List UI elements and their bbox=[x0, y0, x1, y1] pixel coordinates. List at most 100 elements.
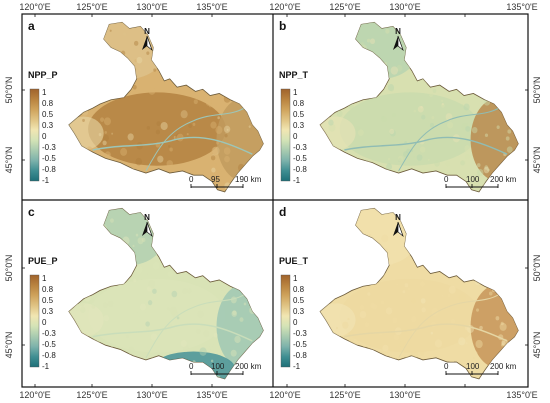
map-speckle bbox=[132, 244, 135, 248]
map-speckle bbox=[364, 322, 370, 328]
map-speckle bbox=[149, 22, 153, 24]
map-speckle bbox=[436, 29, 444, 37]
map-speckle bbox=[238, 213, 241, 217]
map-speckle bbox=[398, 158, 402, 162]
map-speckle bbox=[328, 184, 335, 191]
map-speckle bbox=[449, 224, 454, 229]
map-speckle bbox=[102, 36, 109, 44]
colorbar-label: -1 bbox=[293, 176, 301, 185]
map-speckle bbox=[345, 352, 353, 361]
river-line bbox=[145, 294, 245, 359]
map-speckle bbox=[244, 254, 249, 259]
map-speckle bbox=[236, 210, 242, 216]
map-speckle bbox=[233, 78, 238, 83]
map-speckle bbox=[214, 163, 218, 166]
map-speckle bbox=[224, 155, 230, 163]
colorbar-label: 0.3 bbox=[42, 121, 54, 130]
map-speckle bbox=[234, 335, 241, 344]
map-speckle bbox=[320, 53, 321, 60]
map-speckle bbox=[147, 185, 156, 192]
map-speckle bbox=[420, 105, 423, 109]
map-speckle bbox=[492, 187, 496, 192]
map-speckle bbox=[198, 190, 205, 192]
map-speckle bbox=[516, 85, 519, 93]
map-speckle bbox=[186, 261, 192, 267]
river-line bbox=[344, 323, 508, 342]
map-speckle bbox=[225, 89, 232, 96]
map-speckle bbox=[202, 66, 210, 75]
map-speckle bbox=[190, 22, 195, 27]
variable-name: PUE_P bbox=[28, 256, 58, 266]
map-speckle bbox=[366, 71, 374, 80]
map-speckle bbox=[472, 350, 478, 357]
map-speckle bbox=[489, 291, 493, 296]
north-arrow-right bbox=[397, 221, 404, 238]
map-speckle bbox=[76, 104, 82, 111]
map-speckle bbox=[127, 346, 135, 355]
map-speckle bbox=[139, 303, 146, 311]
lon-tick-label: 135°0'E bbox=[506, 2, 537, 12]
region-center bbox=[88, 92, 226, 166]
map-speckle bbox=[104, 151, 111, 159]
map-speckle bbox=[233, 56, 238, 61]
map-speckle bbox=[75, 209, 84, 219]
map-speckle bbox=[111, 132, 114, 135]
map-speckle bbox=[123, 32, 127, 36]
north-arrow-right bbox=[146, 35, 153, 52]
map-speckle bbox=[484, 61, 490, 68]
map-speckle bbox=[175, 257, 183, 265]
map-speckle bbox=[91, 304, 96, 309]
map-speckle bbox=[73, 97, 79, 103]
lat-tick-label: 45°0'N bbox=[4, 332, 14, 359]
map-speckle bbox=[224, 133, 228, 138]
map-speckle bbox=[81, 266, 85, 270]
map-speckle bbox=[363, 268, 367, 273]
map-speckle bbox=[136, 56, 143, 64]
map-speckle bbox=[464, 153, 471, 160]
map-speckle bbox=[243, 302, 247, 306]
panel-letter: c bbox=[28, 205, 35, 219]
map-speckle bbox=[460, 211, 464, 215]
north-arrow-icon: N bbox=[142, 213, 153, 238]
map-speckle bbox=[148, 280, 156, 289]
map-speckle bbox=[328, 119, 334, 126]
map-speckle bbox=[119, 260, 125, 267]
colorbar-label: 1 bbox=[293, 274, 298, 283]
map-speckle bbox=[336, 110, 343, 117]
map-speckle bbox=[119, 358, 123, 361]
map-speckle bbox=[347, 255, 354, 263]
map-speckle bbox=[69, 78, 72, 82]
colorbar-label: -0.3 bbox=[293, 329, 307, 338]
map-speckle bbox=[320, 303, 321, 309]
map-speckle bbox=[198, 32, 205, 39]
map-speckle bbox=[332, 299, 337, 305]
map-speckle bbox=[72, 107, 76, 112]
map-speckle bbox=[210, 227, 213, 231]
map-speckle bbox=[125, 334, 129, 339]
map-speckle bbox=[265, 93, 269, 98]
map-speckle bbox=[322, 333, 326, 337]
map-speckle bbox=[361, 236, 368, 244]
map-speckle bbox=[146, 125, 150, 130]
colorbar-label: -0.3 bbox=[42, 329, 56, 338]
colorbar-label: 1 bbox=[42, 88, 47, 97]
map-speckle bbox=[196, 253, 200, 257]
map-speckle bbox=[387, 157, 391, 161]
map-speckle bbox=[335, 99, 341, 106]
map-speckle bbox=[238, 280, 241, 283]
lon-tick-label: 120°0'E bbox=[19, 390, 50, 400]
map-speckle bbox=[165, 62, 171, 68]
scale-bar: 0 100 200 km bbox=[189, 362, 262, 375]
map-speckle bbox=[194, 54, 201, 62]
map-speckle bbox=[221, 73, 226, 78]
map-speckle bbox=[171, 231, 175, 235]
map-speckle bbox=[210, 343, 214, 347]
scale-label: 100 bbox=[211, 362, 225, 371]
map-speckle bbox=[463, 103, 470, 111]
map-speckle bbox=[518, 327, 519, 335]
map-speckle bbox=[496, 125, 500, 129]
map-speckle bbox=[107, 51, 113, 58]
lon-tick-label: 135°0'E bbox=[196, 2, 227, 12]
map-speckle bbox=[370, 38, 376, 45]
map-speckle bbox=[432, 88, 437, 93]
